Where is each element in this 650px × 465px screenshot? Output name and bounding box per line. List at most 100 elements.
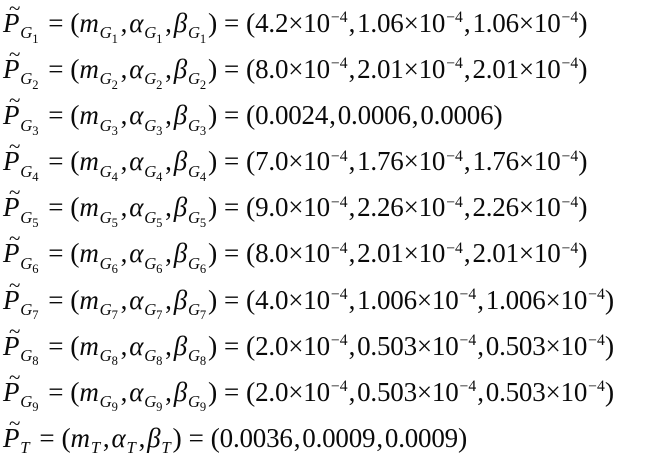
- subscript-letter: G: [187, 161, 200, 181]
- value-mantissa: 0.0006: [420, 100, 494, 131]
- subscript: G2: [100, 69, 118, 91]
- equals-sign: =: [48, 100, 64, 131]
- subscript: G1: [187, 23, 206, 45]
- param-symbol: m: [79, 192, 99, 223]
- subscript: G2: [188, 69, 206, 91]
- value-mantissa: 8.0: [255, 238, 289, 269]
- exponent: −4: [330, 239, 348, 257]
- times-ten: ×10: [403, 238, 446, 269]
- times-ten: ×10: [288, 376, 330, 407]
- value-mantissa: 0.503: [357, 376, 417, 407]
- subscript-letter: G: [144, 346, 157, 366]
- param-symbol: β: [147, 422, 161, 453]
- exponent: −4: [588, 331, 605, 349]
- equals-sign: =: [48, 238, 64, 269]
- subscript-index: 4: [156, 169, 163, 184]
- value-mantissa: 4.2: [255, 8, 289, 38]
- comma: ,: [463, 192, 471, 223]
- comma: ,: [165, 330, 172, 361]
- exponent: −4: [446, 193, 463, 211]
- param-symbol: β: [173, 100, 187, 131]
- param-symbol: β: [173, 284, 187, 315]
- equals-sign: =: [224, 100, 240, 131]
- value-mantissa: 0.0036: [219, 422, 293, 453]
- symbol-letter: P: [3, 330, 20, 361]
- param-symbol: α: [129, 192, 144, 223]
- param-symbol: m: [79, 376, 99, 407]
- symbol-letter: P: [3, 100, 20, 131]
- param-symbol: α: [129, 100, 144, 131]
- equals-sign: =: [224, 192, 240, 223]
- subscript: T: [161, 438, 170, 457]
- subscript: G9: [20, 392, 38, 413]
- subscript-index: 6: [32, 261, 39, 276]
- close-paren: ): [457, 422, 468, 454]
- subscript: G4: [144, 162, 163, 184]
- subscript: G1: [144, 23, 162, 45]
- comma: ,: [477, 284, 484, 315]
- subscript-index: 6: [111, 261, 118, 276]
- comma: ,: [165, 284, 172, 315]
- param-symbol: β: [173, 8, 187, 38]
- subscript-letter: G: [187, 23, 200, 43]
- subscript-letter: G: [144, 207, 157, 227]
- close-paren: ): [493, 100, 503, 132]
- subscript: G3: [20, 116, 38, 137]
- subscript-index: 1: [199, 31, 206, 46]
- times-ten: ×10: [288, 192, 330, 223]
- subscript-letter: G: [99, 23, 112, 43]
- lhs-symbol: ~ PG6: [3, 228, 40, 275]
- open-paren: (: [246, 146, 256, 178]
- subscript-index: 3: [199, 123, 206, 138]
- subscript-index: 7: [199, 308, 206, 323]
- subscript-letter: G: [144, 253, 157, 273]
- param-symbol: α: [129, 54, 144, 85]
- exponent: −4: [561, 239, 579, 257]
- param-symbol: m: [79, 54, 99, 85]
- times-ten: ×10: [518, 192, 561, 223]
- subscript: G5: [144, 207, 162, 230]
- close-paren: ): [604, 376, 614, 408]
- subscript-letter: G: [187, 115, 200, 135]
- open-paren: (: [61, 422, 71, 454]
- param-symbol: α: [129, 376, 144, 407]
- symbol-letter: P: [3, 238, 20, 269]
- value-mantissa: 0.0009: [302, 422, 376, 453]
- subscript: G8: [144, 346, 162, 368]
- comma: ,: [165, 146, 172, 177]
- subscript-letter: G: [144, 23, 157, 43]
- subscript-letter: G: [20, 253, 33, 273]
- equation-row: ~ PT = (mT ,αT ,βT) = (0.0036,0.0009,0.0009): [3, 412, 650, 461]
- lhs-symbol: ~ PG2: [3, 44, 40, 91]
- subscript-index: 2: [199, 77, 206, 92]
- comma: ,: [165, 376, 172, 407]
- subscript-letter: G: [144, 115, 157, 135]
- equals-sign: =: [224, 146, 240, 177]
- subscript: G9: [188, 392, 206, 414]
- lhs-symbol: ~ PG4: [3, 136, 40, 183]
- value-mantissa: 1.76: [357, 146, 404, 177]
- exponent: −4: [561, 9, 579, 27]
- comma: ,: [120, 284, 128, 315]
- equals-sign: =: [48, 8, 64, 38]
- tilde-accent-icon: ~: [9, 364, 21, 389]
- tilde-accent-icon: ~: [9, 318, 21, 343]
- subscript-letter: T: [20, 438, 30, 458]
- param-symbol: m: [79, 100, 99, 131]
- lhs-symbol: ~ PG7: [3, 274, 40, 321]
- equals-sign: =: [188, 422, 204, 453]
- times-ten: ×10: [416, 330, 459, 361]
- param-symbol: β: [173, 146, 187, 177]
- comma: ,: [120, 238, 128, 269]
- subscript-letter: G: [99, 207, 112, 227]
- subscript: G4: [187, 161, 206, 184]
- equation-row: ~ PG3= (mG3,αG3,βG3) = (0.0024,0.0006,0.0006…: [3, 90, 650, 138]
- exponent: −4: [588, 285, 605, 303]
- param-symbol: α: [129, 284, 144, 315]
- subscript: G7: [100, 300, 118, 322]
- times-ten: ×10: [403, 192, 446, 223]
- symbol-letter: P: [3, 376, 20, 407]
- symbol-letter: P: [3, 146, 20, 177]
- equation-row: ~ PG5= (mG5,αG5,βG5) = (9.0×10−4,2.26×10−4,2…: [3, 182, 650, 230]
- param-symbol: α: [129, 238, 144, 269]
